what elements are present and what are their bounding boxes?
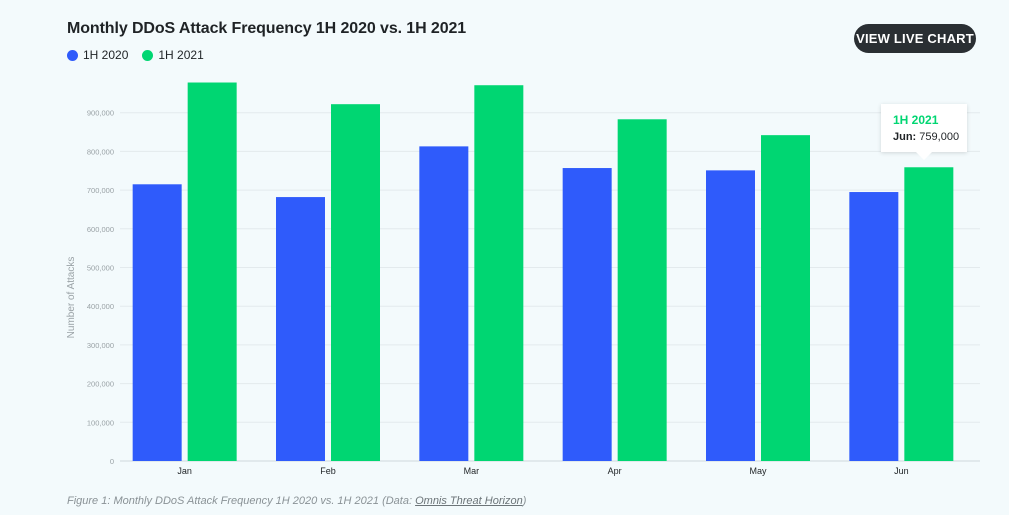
- figure-caption: Figure 1: Monthly DDoS Attack Frequency …: [67, 495, 526, 507]
- legend-label-2021: 1H 2021: [158, 48, 204, 62]
- y-axis-label: Number of Attacks: [66, 257, 77, 339]
- chart-title: Monthly DDoS Attack Frequency 1H 2020 vs…: [67, 20, 467, 37]
- bar-2021-feb: [331, 104, 380, 461]
- legend-dot-2020: [67, 49, 78, 61]
- y-tick-label: 900,000: [87, 109, 114, 118]
- y-tick-label: 300,000: [87, 341, 114, 350]
- x-tick-label: Mar: [464, 466, 480, 476]
- y-tick-label: 200,000: [87, 380, 114, 389]
- legend-item-2020[interactable]: 1H 2020: [67, 48, 128, 62]
- legend-dot-2021: [142, 49, 154, 61]
- tooltip-line: Jun: 759,000: [893, 131, 959, 143]
- caption-suffix: ): [522, 495, 527, 507]
- bar-2021-jun: [904, 167, 954, 461]
- view-live-chart-button[interactable]: VIEW LIVE CHART: [854, 24, 976, 53]
- y-tick-label: 700,000: [87, 186, 114, 195]
- legend: 1H 2020 1H 2021: [67, 48, 204, 62]
- x-tick-label: Apr: [608, 466, 622, 476]
- bar-2020-apr: [562, 168, 612, 461]
- y-tick-label: 600,000: [87, 225, 114, 234]
- y-tick-label: 400,000: [87, 302, 114, 311]
- tooltip-label: Jun:: [893, 131, 917, 143]
- y-tick-label: 500,000: [87, 264, 114, 273]
- y-tick-label: 0: [110, 457, 114, 466]
- x-tick-label: May: [749, 466, 767, 476]
- bar-2021-mar: [474, 85, 524, 462]
- legend-item-2021[interactable]: 1H 2021: [142, 48, 204, 62]
- bar-2020-mar: [419, 146, 469, 461]
- x-tick-label: Jun: [894, 466, 909, 476]
- bar-2020-jun: [849, 192, 899, 461]
- bar-2020-feb: [276, 197, 325, 462]
- tooltip: 1H 2021 Jun: 759,000: [881, 104, 967, 160]
- y-tick-label: 100,000: [87, 418, 114, 427]
- bar-2020-jan: [132, 184, 182, 462]
- bar-2020-may: [706, 170, 755, 461]
- x-tick-label: Jan: [177, 466, 192, 476]
- x-tick-label: Feb: [320, 466, 336, 476]
- legend-label-2020: 1H 2020: [83, 48, 129, 62]
- caption-source-link[interactable]: Omnis Threat Horizon: [415, 495, 523, 507]
- tooltip-series: 1H 2021: [893, 113, 939, 127]
- bar-2021-jan: [187, 82, 237, 461]
- caption-text: Figure 1: Monthly DDoS Attack Frequency …: [67, 495, 416, 507]
- bar-2021-apr: [617, 119, 667, 462]
- bar-2021-may: [761, 135, 810, 461]
- tooltip-value: 759,000: [919, 131, 960, 143]
- y-tick-label: 800,000: [87, 147, 114, 156]
